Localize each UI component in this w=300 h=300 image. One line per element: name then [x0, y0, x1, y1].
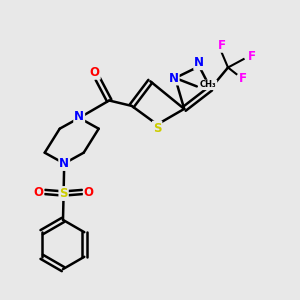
- Text: F: F: [218, 39, 225, 52]
- Text: O: O: [84, 185, 94, 199]
- Text: N: N: [59, 157, 69, 170]
- Text: S: S: [59, 187, 68, 200]
- Text: S: S: [153, 122, 161, 135]
- Text: O: O: [90, 66, 100, 79]
- Text: N: N: [169, 71, 179, 85]
- Text: N: N: [194, 56, 204, 69]
- Text: O: O: [33, 185, 43, 199]
- Text: N: N: [74, 110, 84, 123]
- Text: F: F: [239, 72, 247, 85]
- Text: F: F: [248, 50, 256, 63]
- Text: CH₃: CH₃: [200, 80, 217, 89]
